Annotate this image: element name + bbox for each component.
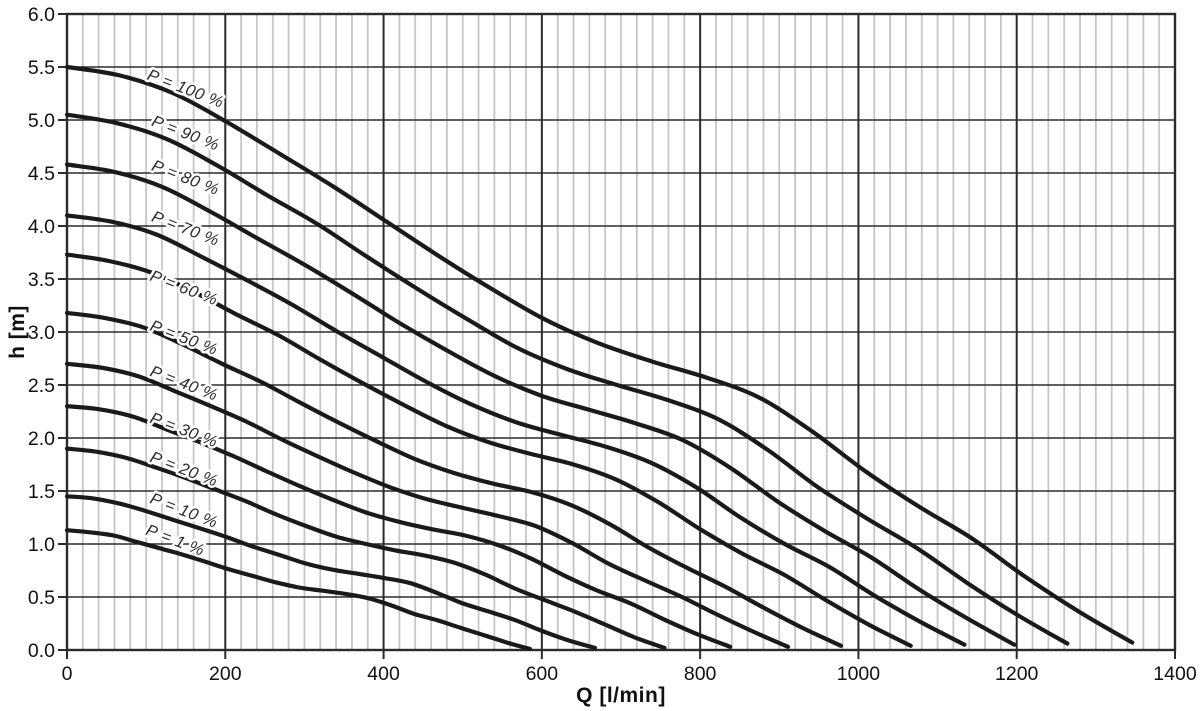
- y-tick-label: 1.0: [28, 534, 55, 556]
- pump-curve-80: [64, 162, 1017, 647]
- y-tick-label: 3.0: [28, 322, 55, 344]
- y-tick-label: 0.0: [28, 640, 55, 662]
- y-axis-title: h [m]: [6, 305, 29, 359]
- x-tick-label: 1000: [837, 663, 881, 685]
- y-tick-label: 2.0: [28, 428, 55, 450]
- x-tick-label: 800: [684, 663, 717, 685]
- y-tick-label: 4.0: [28, 216, 55, 238]
- y-tick-label: 6.0: [28, 4, 55, 26]
- pump-curve-60: [64, 252, 913, 648]
- pump-curve-30: [64, 404, 733, 649]
- x-tick-label: 1200: [995, 663, 1039, 685]
- x-tick-label: 600: [526, 663, 559, 685]
- x-tick-label: 400: [367, 663, 400, 685]
- pump-curves: [64, 64, 1135, 651]
- x-tick-label: 1400: [1153, 663, 1197, 685]
- x-tick-label: 200: [209, 663, 242, 685]
- pump-curve-1: [64, 528, 533, 651]
- axis-ticks: [58, 13, 1176, 659]
- y-tick-label: 1.5: [28, 481, 55, 503]
- pump-curve-50: [64, 310, 844, 648]
- pump-curve-10: [64, 494, 597, 650]
- curve-labels: P = 100 %P = 90 %P = 80 %P = 70 %P = 60 …: [141, 64, 229, 563]
- pump-curve-40: [64, 361, 791, 649]
- axis-tick-labels: 0.0 0.5 1.0 1.5 2.0 2.5 3.0 3.5 4.0 4.5 5.0 5.5 6.0 0…: [28, 4, 1197, 685]
- y-tick-label: 4.5: [28, 163, 55, 185]
- pump-curve-90: [64, 112, 1070, 646]
- y-tick-label: 3.5: [28, 269, 55, 291]
- pump-curve-70: [64, 213, 967, 647]
- x-tick-label: 0: [62, 663, 73, 685]
- y-tick-label: 2.5: [28, 375, 55, 397]
- y-tick-label: 5.5: [28, 57, 55, 79]
- y-tick-label: 0.5: [28, 587, 55, 609]
- pump-curve-100: [64, 64, 1135, 645]
- x-axis-title: Q [l/min]: [576, 684, 666, 707]
- y-tick-label: 5.0: [28, 110, 55, 132]
- pump-curve-20: [64, 446, 667, 650]
